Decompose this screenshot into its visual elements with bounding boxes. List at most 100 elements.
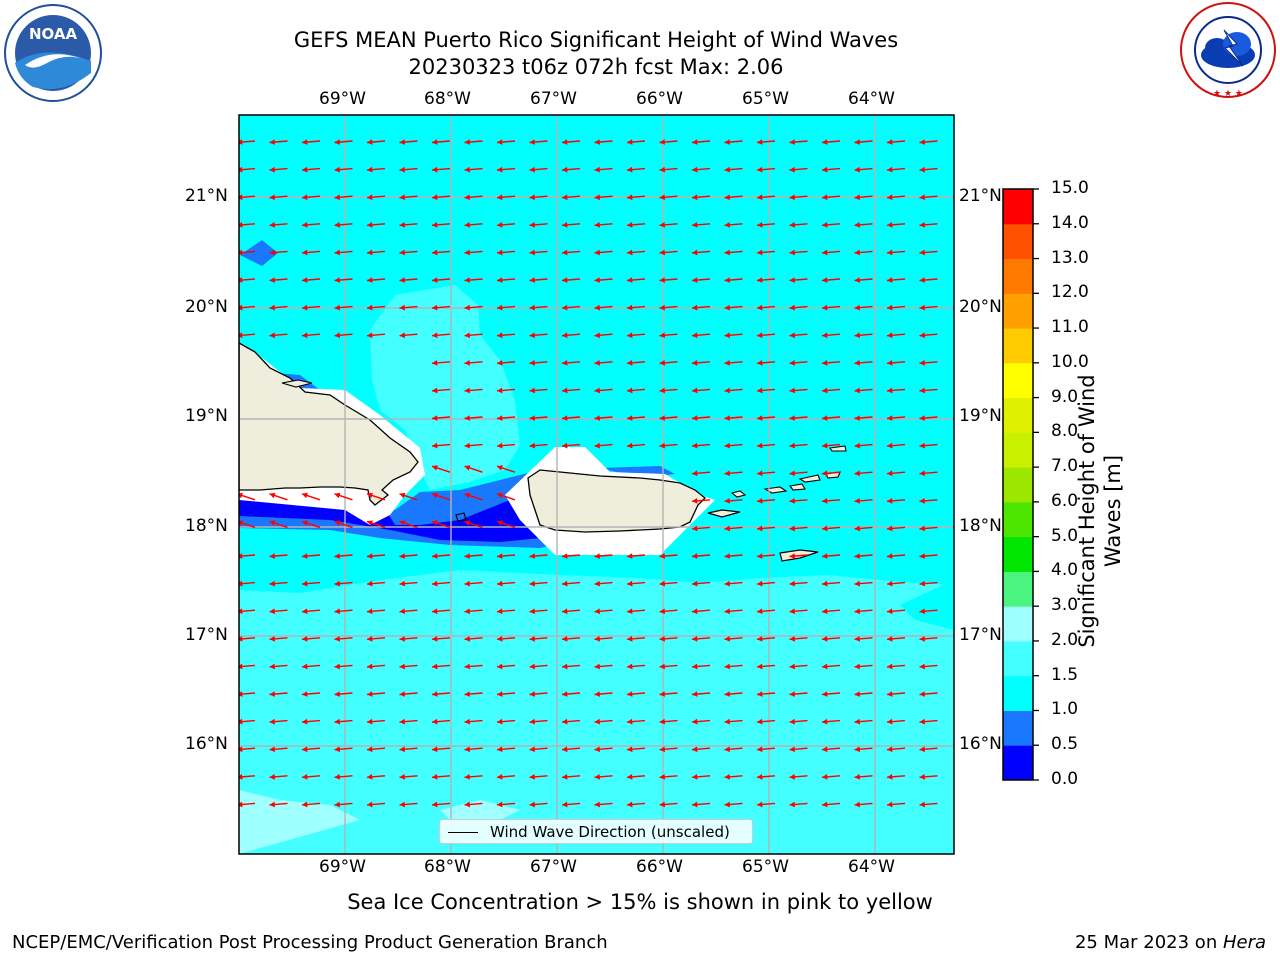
wind-wave-arrow-head bbox=[497, 520, 503, 526]
wind-wave-arrow-head bbox=[302, 249, 308, 256]
colorbar-tick-label: 11.0 bbox=[1051, 317, 1089, 338]
wind-wave-arrow-head bbox=[919, 663, 925, 670]
wind-wave-arrow-head bbox=[464, 580, 470, 587]
wind-wave-arrow-head bbox=[919, 249, 925, 256]
wind-wave-arrow-head bbox=[562, 194, 568, 201]
wind-wave-arrow-head bbox=[594, 691, 600, 697]
wind-wave-arrow-head bbox=[789, 194, 795, 201]
wind-wave-arrow-head bbox=[562, 746, 568, 753]
wind-wave-arrow-head bbox=[692, 139, 698, 145]
legend-label: Wind Wave Direction (unscaled) bbox=[490, 823, 730, 841]
wind-wave-arrow-head bbox=[269, 221, 275, 228]
wind-wave-arrow-head bbox=[239, 221, 243, 228]
wind-wave-arrow-head bbox=[627, 663, 633, 670]
wind-wave-arrow-head bbox=[692, 718, 698, 725]
wind-wave-arrow-head bbox=[887, 139, 893, 145]
wind-wave-arrow-head bbox=[529, 635, 535, 642]
wind-wave-arrow-head bbox=[302, 663, 308, 670]
wind-wave-arrow-head bbox=[562, 773, 568, 780]
wind-wave-arrow-head bbox=[692, 663, 698, 670]
wind-wave-arrow-head bbox=[399, 663, 405, 670]
wind-wave-arrow-head bbox=[594, 663, 600, 670]
wind-wave-arrow-head bbox=[302, 277, 308, 283]
colorbar-tick-label: 8.0 bbox=[1051, 421, 1079, 442]
wind-wave-arrow-head bbox=[659, 277, 665, 283]
wind-wave-arrow-head bbox=[562, 663, 568, 670]
wind-wave-arrow-head bbox=[789, 470, 795, 477]
wind-wave-arrow-head bbox=[464, 801, 470, 808]
wind-wave-arrow-head bbox=[399, 139, 405, 145]
wind-wave-arrow-head bbox=[399, 166, 405, 173]
wind-wave-arrow-head bbox=[757, 635, 763, 642]
wind-wave-arrow-head bbox=[302, 718, 308, 725]
wind-wave-arrow-head bbox=[757, 470, 763, 477]
wind-wave-arrow-head bbox=[594, 635, 600, 642]
lon-label-bottom: 66°W bbox=[636, 857, 683, 877]
wind-wave-arrow-head bbox=[562, 691, 568, 697]
colorbar-tick-label: 1.5 bbox=[1051, 664, 1079, 685]
colorbar-swatch bbox=[1003, 745, 1033, 781]
wind-wave-arrow-head bbox=[302, 166, 308, 173]
wind-wave-arrow-head bbox=[627, 249, 633, 256]
wind-wave-arrow-head bbox=[367, 580, 373, 587]
wind-wave-arrow-head bbox=[497, 580, 503, 587]
wind-wave-arrow-head bbox=[334, 139, 340, 145]
lon-label-bottom: 64°W bbox=[848, 857, 895, 877]
wind-wave-arrow-head bbox=[757, 387, 763, 394]
wind-wave-arrow-head bbox=[432, 442, 438, 449]
wind-wave-arrow-head bbox=[757, 608, 763, 615]
colorbar-title: Significant Height of Wind Waves [m] bbox=[1074, 301, 1126, 721]
wind-wave-arrow-head bbox=[399, 277, 405, 283]
colorbar-swatch bbox=[1003, 189, 1033, 225]
wind-wave-arrow-head bbox=[497, 166, 503, 173]
wind-wave-arrow-head bbox=[594, 194, 600, 201]
wind-wave-arrow-head bbox=[692, 553, 698, 559]
wind-wave-arrow-head bbox=[432, 359, 438, 366]
land-tortuga bbox=[281, 379, 313, 388]
wind-wave-arrow-head bbox=[692, 332, 698, 339]
wind-wave-arrow-head bbox=[529, 194, 535, 201]
wind-wave-arrow-head bbox=[497, 415, 503, 421]
wind-wave-arrow-head bbox=[854, 525, 860, 532]
wind-wave-arrow-head bbox=[854, 663, 860, 670]
wind-wave-arrow-head bbox=[887, 221, 893, 228]
wind-wave-arrow-head bbox=[594, 415, 600, 421]
wind-wave-arrows bbox=[239, 139, 938, 808]
wind-wave-arrow-head bbox=[757, 277, 763, 283]
wind-wave-arrow-head bbox=[724, 249, 730, 256]
wind-wave-arrow-head bbox=[822, 442, 828, 449]
wind-wave-arrow-head bbox=[432, 746, 438, 753]
wind-wave-arrow-head bbox=[627, 718, 633, 725]
wind-wave-arrow-head bbox=[334, 553, 340, 559]
wind-wave-arrow-head bbox=[497, 221, 503, 228]
wind-wave-arrow-head bbox=[302, 553, 308, 559]
colorbar-tick-label: 12.0 bbox=[1051, 282, 1089, 303]
wind-wave-arrow-head bbox=[367, 221, 373, 228]
wave-field-east-cyan bbox=[900, 580, 954, 630]
wind-wave-arrow-head bbox=[367, 139, 373, 145]
colorbar-tick-label: 5.0 bbox=[1051, 525, 1079, 546]
wind-wave-arrow-head bbox=[692, 442, 698, 449]
colorbar-tick-label: 7.0 bbox=[1051, 456, 1079, 477]
wind-wave-arrow-head bbox=[562, 221, 568, 228]
colorbar-swatch bbox=[1003, 675, 1033, 711]
lon-label-bottom: 65°W bbox=[742, 857, 789, 877]
wind-wave-arrow-head bbox=[887, 773, 893, 780]
wind-wave-arrow-head bbox=[529, 608, 535, 615]
wind-wave-arrow-head bbox=[724, 691, 730, 697]
wind-wave-arrow-head bbox=[594, 773, 600, 780]
wind-wave-arrow-head bbox=[919, 773, 925, 780]
wind-wave-arrow-head bbox=[854, 249, 860, 256]
wind-wave-arrow-head bbox=[854, 773, 860, 780]
wind-wave-arrow-head bbox=[692, 387, 698, 394]
wind-wave-arrow-head bbox=[692, 580, 698, 587]
lat-label-right: 16°N bbox=[959, 734, 1002, 754]
wind-wave-arrow-head bbox=[432, 221, 438, 228]
wind-wave-arrow-head bbox=[594, 580, 600, 587]
wind-wave-arrow-head bbox=[789, 580, 795, 587]
wind-wave-arrow-head bbox=[594, 801, 600, 808]
colorbar-swatch bbox=[1003, 467, 1033, 503]
wind-wave-arrow-head bbox=[887, 525, 893, 532]
wind-wave-arrow-head bbox=[594, 746, 600, 753]
